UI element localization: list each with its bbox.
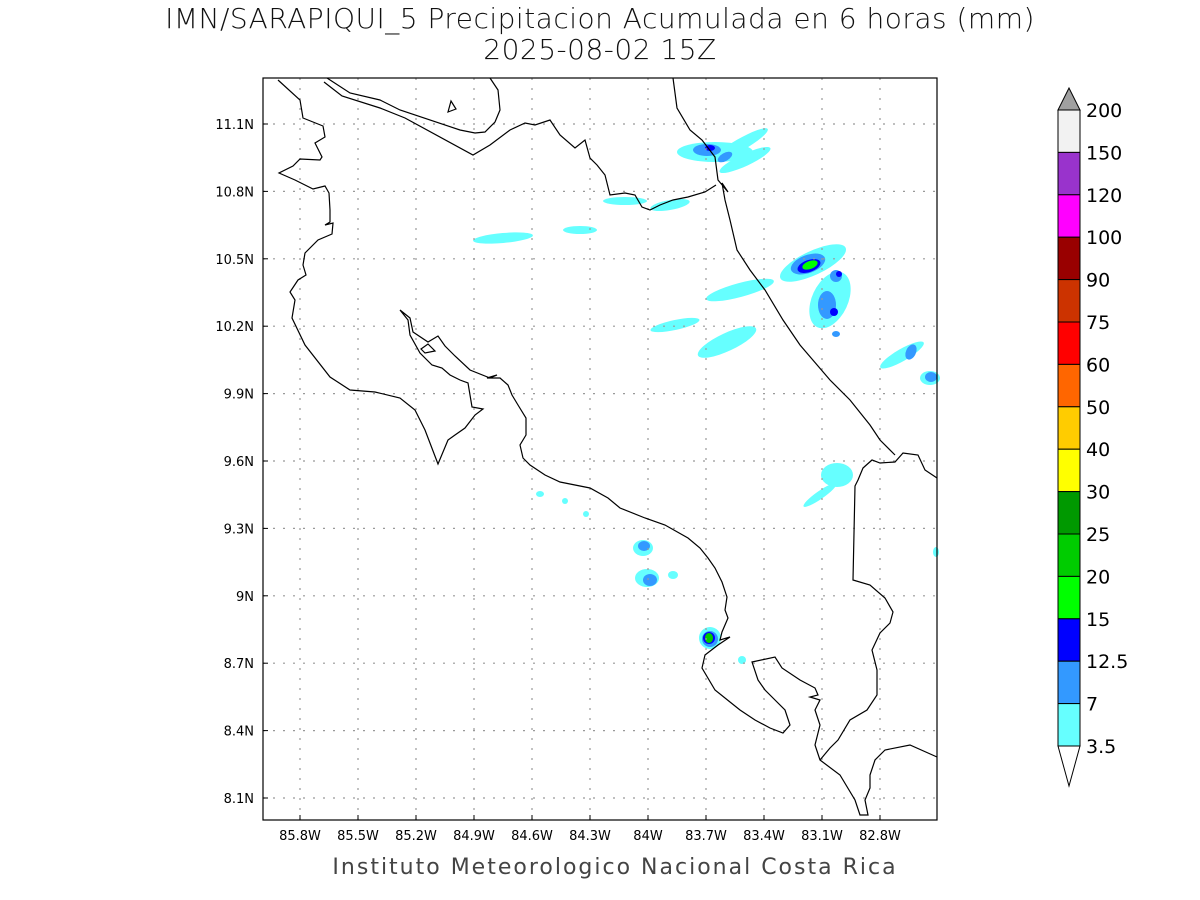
lat-tick-label: 10.2N <box>215 320 254 335</box>
lon-tick-label: 85.5W <box>337 829 379 844</box>
colorbar-swatch <box>1057 109 1081 153</box>
colorbar-swatch <box>1057 660 1081 705</box>
colorbar-label: 75 <box>1086 312 1110 334</box>
map-title: IMN/SARAPIQUI_5 Precipitacion Acumulada … <box>165 2 1035 35</box>
lon-tick-label: 85.8W <box>279 829 321 844</box>
lat-tick-label: 9.9N <box>224 388 254 403</box>
colorbar-swatch <box>1057 448 1081 493</box>
lon-tick-label: 82.8W <box>859 829 901 844</box>
colorbar-label: 25 <box>1086 524 1110 546</box>
colorbar-swatch <box>1057 151 1081 196</box>
colorbar-label: 60 <box>1086 354 1110 376</box>
colorbar-swatch <box>1057 194 1081 238</box>
colorbar-label: 3.5 <box>1086 736 1116 758</box>
lon-tick-label: 84W <box>633 829 663 844</box>
colorbar-swatch <box>1057 491 1081 535</box>
lat-tick-label: 9.3N <box>224 522 254 537</box>
colorbar-label: 30 <box>1086 482 1110 504</box>
lat-tick-label: 8.7N <box>224 657 254 672</box>
colorbar-legend: 200 150 120 100 90 75 60 50 40 30 25 20 15 12.5 7 3.5 <box>1057 86 1128 788</box>
precipitation-field <box>473 128 940 664</box>
lat-tick-label: 11.1N <box>215 118 254 133</box>
colorbar-swatch <box>1057 406 1081 450</box>
lon-tick-label: 84.9W <box>453 829 495 844</box>
lon-tick-label: 83.1W <box>801 829 843 844</box>
axis-ticks: 85.8W 85.5W 85.2W 84.9W 84.6W 84.3W 84W 83.7W 83… <box>215 118 901 844</box>
colorbar-swatch <box>1057 279 1081 323</box>
lon-tick-label: 84.3W <box>569 829 611 844</box>
map-subtitle-datetime: 2025-08-02 15Z <box>483 33 717 66</box>
colorbar-swatch <box>1057 321 1081 365</box>
lat-tick-label: 10.5N <box>215 253 254 268</box>
lon-tick-label: 85.2W <box>395 829 437 844</box>
lon-tick-label: 83.7W <box>685 829 727 844</box>
colorbar-under-triangle <box>1057 745 1081 788</box>
colorbar-label: 200 <box>1086 100 1122 122</box>
lat-tick-label: 8.1N <box>224 792 254 807</box>
colorbar-label: 15 <box>1086 609 1110 631</box>
map-frame <box>262 77 938 821</box>
colorbar-label: 40 <box>1086 439 1110 461</box>
colorbar-swatch <box>1057 575 1081 620</box>
footer-credit: Instituto Meteorologico Nacional Costa R… <box>332 855 898 880</box>
colorbar-over-triangle <box>1057 86 1081 111</box>
colorbar-label: 20 <box>1086 566 1110 588</box>
colorbar-swatch <box>1057 533 1081 577</box>
graticule <box>263 78 937 820</box>
colorbar-label: 100 <box>1086 227 1122 249</box>
colorbar-label: 12.5 <box>1086 651 1128 673</box>
colorbar-swatch <box>1057 703 1081 747</box>
colorbar-label: 150 <box>1086 142 1122 164</box>
colorbar-label: 120 <box>1086 185 1122 207</box>
colorbar-swatch <box>1057 236 1081 281</box>
lat-tick-label: 10.8N <box>215 185 254 200</box>
colorbar-label: 90 <box>1086 270 1110 292</box>
colorbar-swatch <box>1057 618 1081 662</box>
colorbar-label: 50 <box>1086 397 1110 419</box>
lat-tick-label: 8.4N <box>224 725 254 740</box>
lat-tick-label: 9.6N <box>224 455 254 470</box>
lon-tick-label: 83.4W <box>743 829 785 844</box>
lon-tick-label: 84.6W <box>511 829 553 844</box>
coastlines <box>277 77 938 816</box>
colorbar-swatch <box>1057 363 1081 408</box>
lat-tick-label: 9N <box>236 590 254 605</box>
colorbar-label: 7 <box>1086 694 1098 716</box>
